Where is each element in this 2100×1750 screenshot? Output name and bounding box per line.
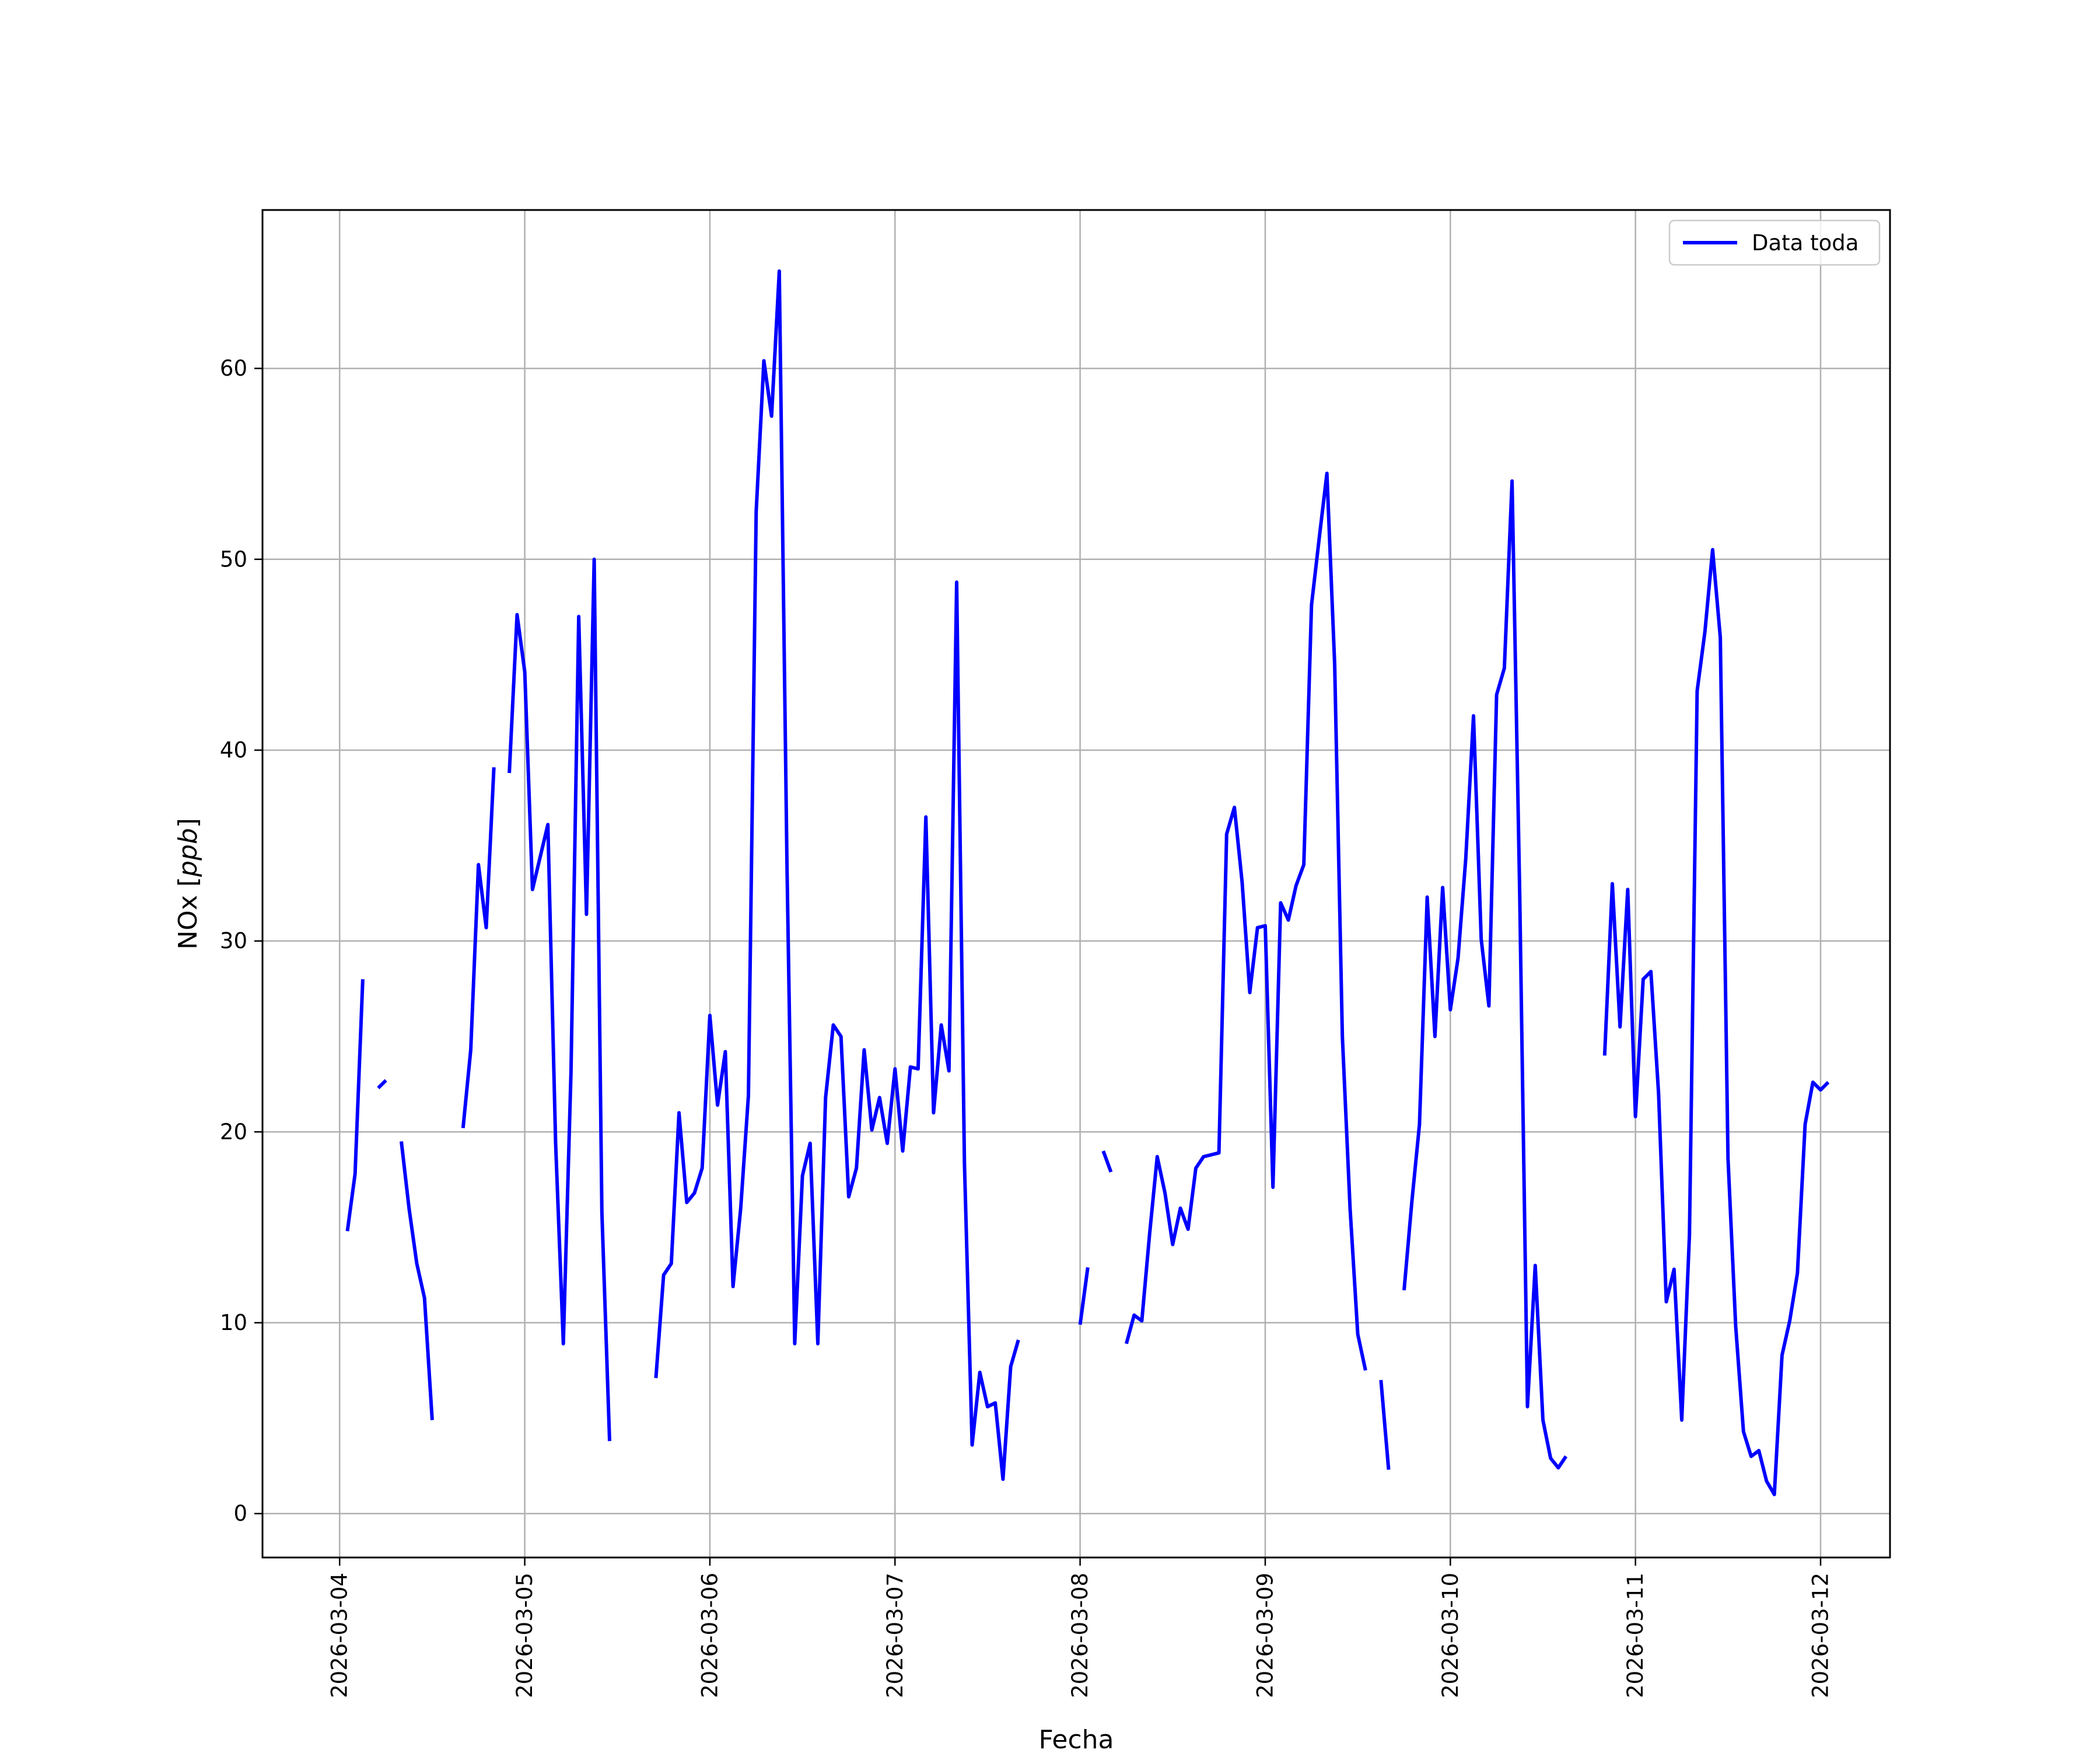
plot-area: [262, 210, 1890, 1558]
y-axis-label-prefix: NOx [: [173, 877, 203, 950]
x-tick-label: 2026-03-04: [327, 1573, 352, 1698]
data-series: [345, 269, 1830, 1496]
series-line-segment: [1125, 471, 1367, 1371]
y-tick-label: 50: [220, 547, 247, 572]
x-tick-label: 2026-03-12: [1808, 1573, 1833, 1698]
legend: Data toda: [1668, 219, 1881, 266]
x-axis: 2026-03-04 2026-03-05 2026-03-06 2026-03-07…: [327, 1558, 1833, 1698]
x-tick-label: 2026-03-11: [1623, 1573, 1648, 1698]
legend-box: [1668, 219, 1881, 266]
series-line-segment: [345, 979, 365, 1231]
grid-lines: [262, 210, 1890, 1558]
y-tick-label: 30: [220, 929, 247, 954]
x-tick-label: 2026-03-08: [1068, 1573, 1093, 1698]
y-tick-label: 20: [220, 1119, 247, 1144]
series-line-segment: [461, 767, 496, 1129]
y-axis-label-unit: ppb: [173, 828, 203, 877]
y-axis-label: NOx [ppb]: [173, 818, 203, 950]
series-line-segment: [1101, 1150, 1113, 1173]
legend-label: Data toda: [1752, 230, 1859, 256]
series-line-segment: [377, 1079, 387, 1090]
series-line-segment: [654, 269, 1020, 1481]
x-axis-label: Fecha: [1038, 1725, 1114, 1750]
series-line-segment: [508, 557, 611, 1441]
series-line-segment: [1379, 1380, 1391, 1470]
y-tick-label: 10: [220, 1310, 247, 1335]
series-line-segment: [1402, 479, 1568, 1470]
axes-frame: [261, 209, 1891, 1559]
series-line-segment: [1602, 548, 1830, 1496]
y-tick-label: 60: [220, 356, 247, 381]
y-axis-label-suffix: ]: [173, 818, 203, 828]
y-axis: 0 10 20 30 40 50 60: [220, 356, 262, 1526]
x-tick-label: 2026-03-09: [1252, 1573, 1278, 1698]
y-tick-label: 40: [220, 737, 247, 762]
series-line-segment: [1078, 1267, 1090, 1325]
x-tick-label: 2026-03-06: [697, 1573, 722, 1698]
y-tick-label: 0: [233, 1501, 247, 1526]
series-line-segment: [400, 1141, 434, 1420]
x-tick-label: 2026-03-07: [883, 1573, 908, 1698]
x-tick-label: 2026-03-10: [1438, 1573, 1463, 1698]
x-tick-label: 2026-03-05: [512, 1573, 537, 1698]
